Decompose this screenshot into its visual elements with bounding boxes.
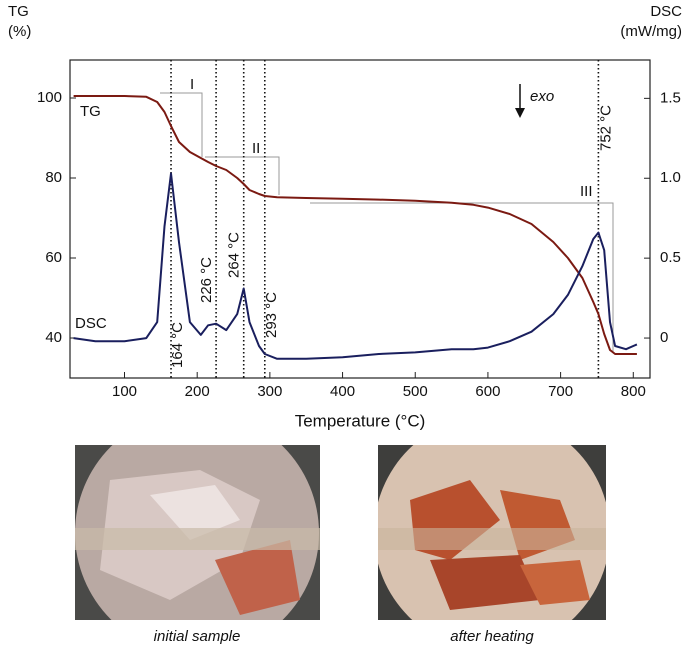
x-tick-label: 300 xyxy=(257,383,282,400)
y2-tick-label: 1.5 xyxy=(660,89,681,106)
y-label: TG xyxy=(8,3,29,20)
y2-label: (mW/mg) xyxy=(620,23,682,40)
x-tick-label: 700 xyxy=(548,383,573,400)
x-tick-label: 500 xyxy=(403,383,428,400)
y2-tick-label: 0 xyxy=(660,329,668,346)
photo-caption: initial sample xyxy=(154,628,241,645)
y-tick-label: 80 xyxy=(45,169,62,186)
y-tick-label: 40 xyxy=(45,329,62,346)
page: TG (%) DSC (mW/mg) Temperature (°C) I II… xyxy=(0,0,690,647)
x-tick-label: 400 xyxy=(330,383,355,400)
x-tick-label: 800 xyxy=(621,383,646,400)
y-tick-label: 100 xyxy=(37,89,62,106)
plot-frame xyxy=(70,60,650,378)
series-label: TG xyxy=(80,103,101,120)
y-label: (%) xyxy=(8,23,31,40)
annotation-label: 264 °C xyxy=(226,232,243,278)
exo-label: exo xyxy=(530,88,554,105)
figure: TG (%) DSC (mW/mg) Temperature (°C) I II… xyxy=(0,0,690,647)
x-tick-label: 100 xyxy=(112,383,137,400)
photo-after xyxy=(374,415,610,647)
step-bracket xyxy=(160,93,202,157)
photo-caption: after heating xyxy=(450,628,534,645)
series-line xyxy=(74,174,637,359)
step-bracket xyxy=(310,203,613,352)
y2-tick-label: 1.0 xyxy=(660,169,681,186)
photo-initial xyxy=(75,411,320,647)
step-label: III xyxy=(580,183,593,200)
series-label: DSC xyxy=(75,315,107,332)
step-label: II xyxy=(252,140,260,157)
step-label: I xyxy=(190,76,194,93)
annotation-label: 293 °C xyxy=(263,292,280,338)
y2-label: DSC xyxy=(650,3,682,20)
annotation-label: 164 °C xyxy=(169,322,186,368)
x-label: Temperature (°C) xyxy=(295,411,426,430)
annotation-label: 752 °C xyxy=(597,105,614,151)
y-tick-label: 60 xyxy=(45,249,62,266)
exo-arrow-head xyxy=(515,108,525,118)
y2-tick-label: 0.5 xyxy=(660,249,681,266)
annotation-label: 226 °C xyxy=(198,257,215,303)
x-tick-label: 600 xyxy=(475,383,500,400)
x-tick-label: 200 xyxy=(185,383,210,400)
